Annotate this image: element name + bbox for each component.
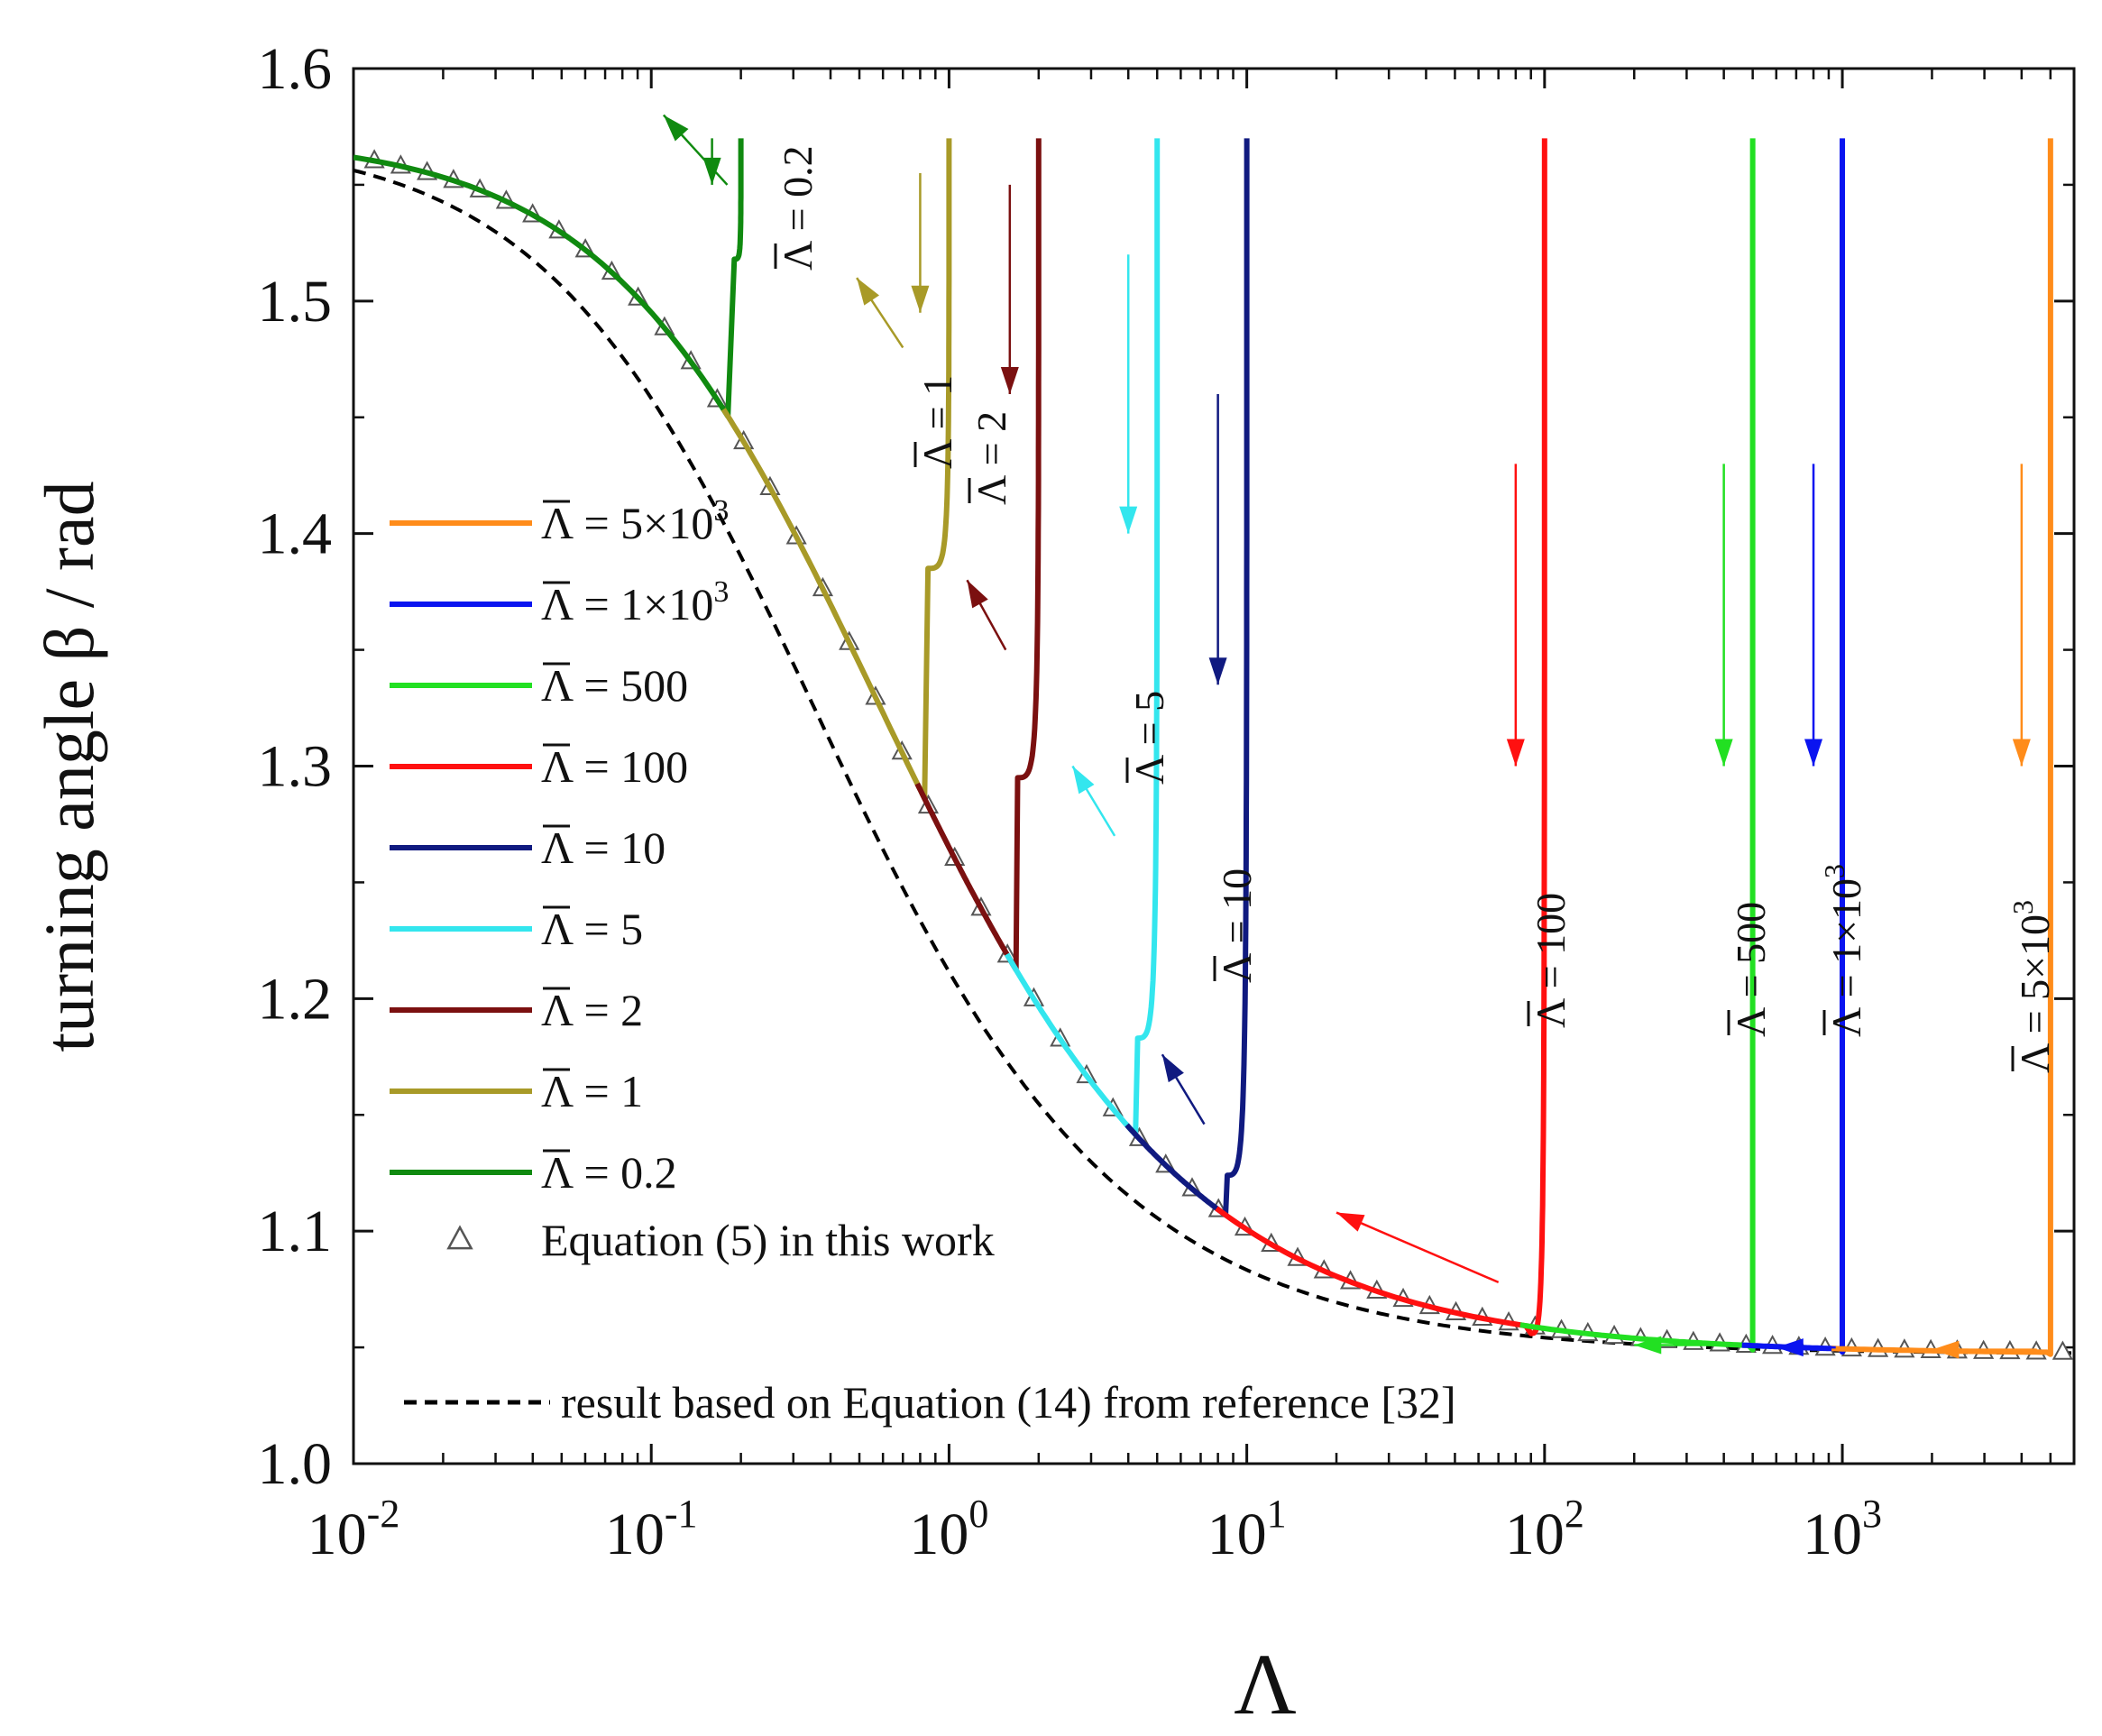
series-curve [1519,138,1756,1353]
curve-label-text: Λ = 5 [1126,691,1172,785]
curve-label-text: Λ = 5×103 [2006,900,2058,1073]
x-tick-label: 10-1 [605,1492,698,1567]
arrow-layer [662,114,2037,1359]
direction-arrow-head [1932,1340,1960,1359]
curve-label: Λ = 1 [913,375,960,469]
legend-label: Λ = 1×103 [541,575,729,629]
direction-arrow-head [1776,1338,1804,1357]
series-curve [914,138,1042,973]
curve-label: Λ = 2 [968,411,1014,505]
direction-arrow-head [2012,739,2031,767]
curve-label: Λ = 1×103 [1818,864,1869,1037]
legend-label: Λ = 1 [541,1066,643,1116]
direction-arrow-head [1208,657,1227,685]
direction-arrow-head [1336,1212,1365,1232]
x-tick-label: 100 [909,1492,988,1567]
y-tick-label: 1.0 [258,1431,333,1497]
legend-label: Λ = 5×103 [541,494,729,548]
direction-arrow-head [663,115,689,142]
y-tick-label: 1.4 [258,501,333,567]
y-tick-label: 1.3 [258,734,333,800]
direction-arrow-head [1804,739,1823,767]
curve-label: Λ = 100 [1527,893,1574,1028]
series-curve [721,138,952,802]
series-curve [1740,138,1846,1355]
curve-label-text: Λ = 10 [1214,868,1260,983]
series-curve [1215,138,1547,1336]
curve-label: Λ = 10 [1213,868,1260,983]
curve-label: Λ = 0.2 [774,145,821,271]
curve-label: Λ = 500 [1727,902,1774,1037]
y-tick-label: 1.2 [258,966,333,1032]
x-axis-title: Λ [1234,1636,1297,1732]
legend-label-equation5: Equation (5) in this work [541,1215,995,1265]
legend-label: Λ = 10 [541,822,665,873]
y-tick-label: 1.1 [258,1199,333,1264]
series-layer [353,138,2053,1357]
curve-label-text: Λ = 0.2 [775,145,821,271]
x-tick-label: 10-2 [307,1492,400,1567]
legend-label: Λ = 100 [541,741,688,792]
axis-ticks: 10-2 10-1 100 101 102 103 1.0 1.1 1.2 1.3 1.4 1.5 1.… [258,36,2076,1567]
direction-arrow-head [1000,366,1019,394]
curve-label-text: Λ = 500 [1728,902,1774,1037]
x-tick-label: 103 [1803,1492,1882,1567]
y-tick-label: 1.5 [258,269,333,335]
curve-label-text: Λ = 100 [1528,893,1574,1028]
direction-arrow-head [1714,739,1733,767]
curve-label-layer: Λ = 5×103 Λ = 1×103 Λ = 500 Λ = 100 Λ = 10 Λ … [774,145,2058,1073]
direction-arrow-head [967,580,988,609]
direction-arrow-head [1634,1336,1662,1355]
direction-arrow-head [857,278,880,306]
series-curve [1004,138,1161,1138]
series-curve [1124,138,1250,1218]
curve-label-text: Λ = 2 [968,411,1014,505]
legend-label-reference: result based on Equation (14) from refer… [561,1377,1456,1428]
legend-label: Λ = 2 [541,985,643,1035]
legend-label: Λ = 0.2 [541,1147,677,1198]
direction-arrow-line [1336,1211,1500,1284]
curve-label-text: Λ = 1×103 [1818,864,1869,1037]
direction-arrow-head [1119,506,1138,534]
series-curve [353,138,744,419]
curve-label-text: Λ = 1 [914,375,960,469]
legend: Λ = 5×103 Λ = 1×103 Λ = 500 Λ = 100 Λ = 10 Λ … [390,494,1456,1428]
direction-arrow-head [1072,766,1095,795]
legend-label: Λ = 5 [541,904,643,954]
y-tick-label: 1.6 [258,36,333,102]
x-tick-label: 102 [1505,1492,1584,1567]
equation5-marker [2052,1340,2073,1360]
y-axis-title: turning angle β / rad [30,481,108,1052]
x-tick-label: 101 [1207,1492,1287,1567]
series-curve [1831,138,2053,1357]
direction-arrow-head [1161,1054,1184,1083]
legend-label: Λ = 500 [541,660,688,711]
direction-arrow-head [911,285,930,313]
curve-label: Λ = 5 [1125,691,1172,785]
direction-arrow-head [1506,739,1525,767]
legend-triangle-marker [446,1225,473,1250]
curve-label: Λ = 5×103 [2006,900,2058,1073]
